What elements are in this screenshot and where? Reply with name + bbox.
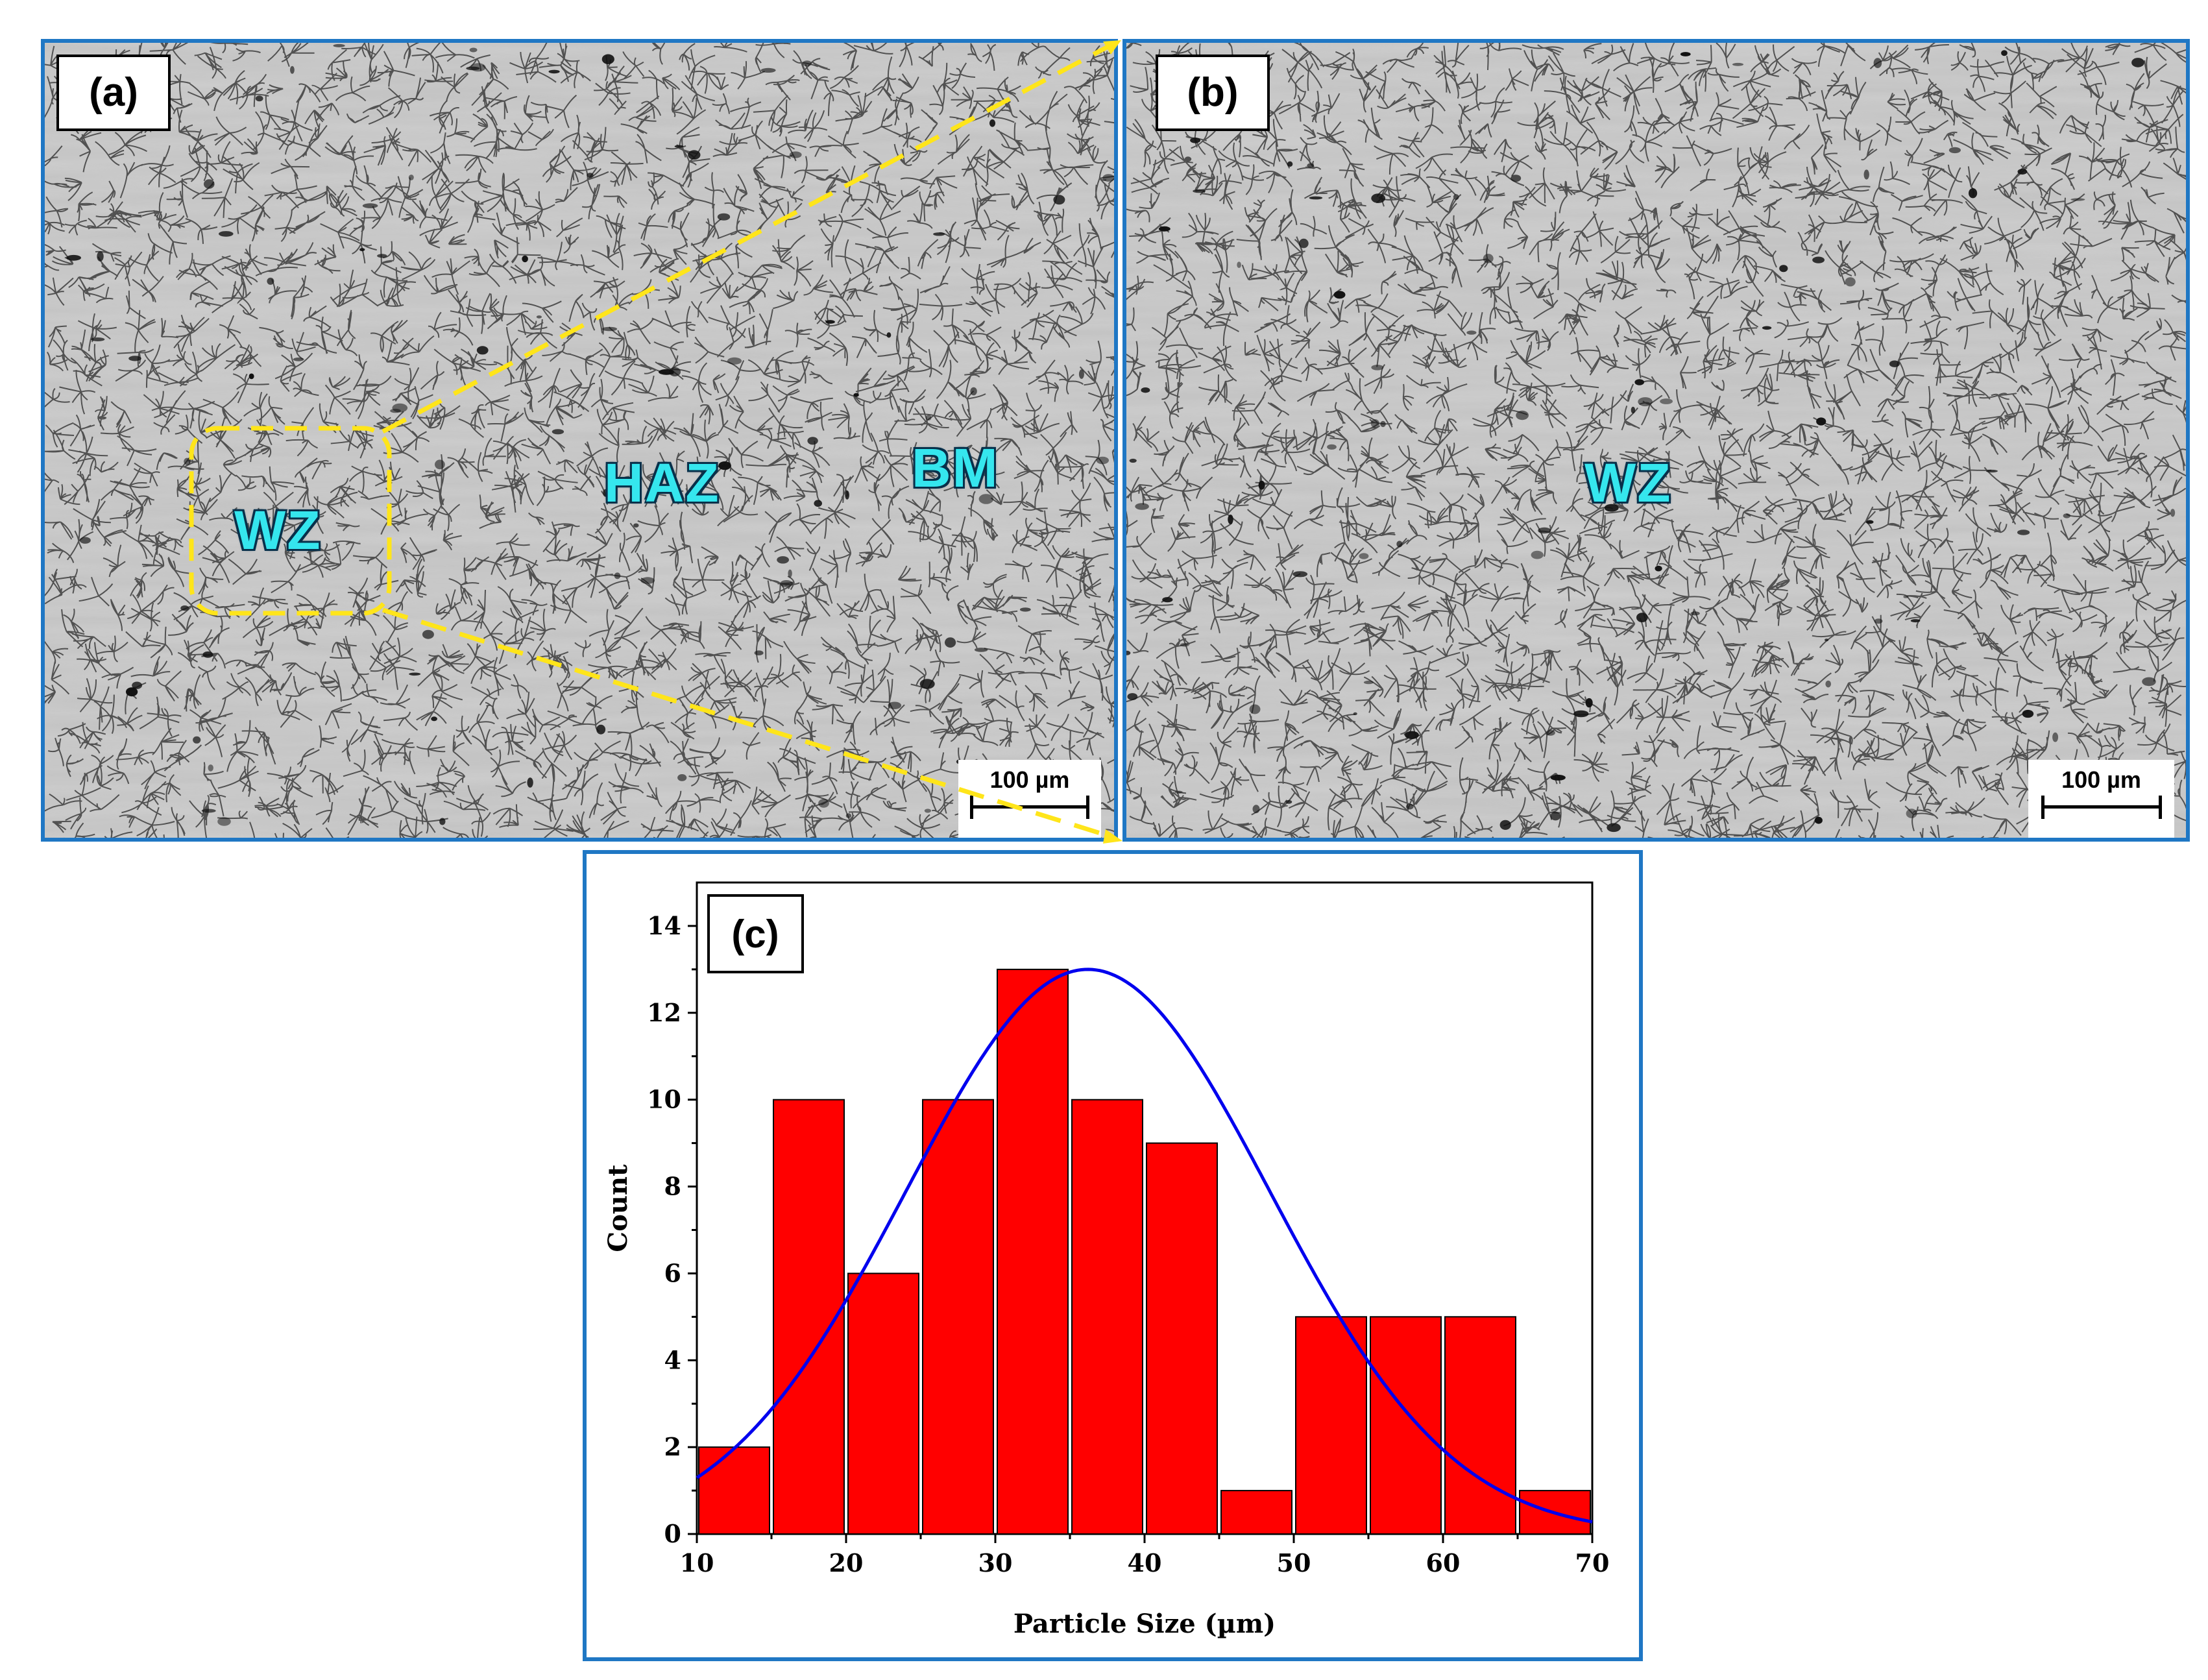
x-tick-label-40: 40 [1128,1548,1162,1577]
bar-60-65 [1444,1316,1516,1535]
y-tick-label-4: 4 [664,1345,681,1374]
bar-50-55 [1295,1316,1367,1535]
x-tick-label-50: 50 [1277,1548,1311,1577]
y-tick-label-14: 14 [647,911,681,940]
histogram-bars [698,968,1591,1535]
y-tick-label-2: 2 [664,1432,681,1461]
panel-label-b: (b) [1156,55,1270,131]
micrograph-panel-b: (b) WZ 100 µm [1122,39,2190,842]
scale-bar-line-a [971,805,1088,809]
y-tick-label-10: 10 [647,1085,681,1114]
x-tick-label-20: 20 [829,1548,864,1577]
panel-label-a: (a) [56,55,171,131]
bar-40-45 [1146,1142,1218,1535]
panel-label-c: (c) [731,912,779,956]
scale-bar-tick-b1 [2041,796,2044,819]
y-axis-label: Count [603,1164,633,1252]
scale-bar-a: 100 µm [958,760,1101,838]
x-tick-label-30: 30 [978,1548,1013,1577]
y-tick-label-6: 6 [664,1258,681,1287]
bar-35-40 [1071,1099,1143,1535]
particle-size-histogram: 10 20 30 40 50 60 70 0 2 4 6 8 10 12 14 Particle Size… [603,881,1610,1639]
scale-bar-tick-a2 [1086,796,1089,819]
y-tick-label-8: 8 [664,1172,681,1201]
zone-label-wz: WZ [234,500,322,561]
micrograph-panel-a: (a) WZ HAZ BM 100 µm [41,39,1118,842]
zone-label-wz-b: WZ [1584,452,1672,513]
scale-bar-b: 100 µm [2028,760,2174,838]
y-axis-ticks: 0 2 4 6 8 10 12 14 [647,911,697,1548]
bar-30-35 [997,968,1069,1535]
bar-25-30 [922,1099,994,1535]
y-tick-label-0: 0 [664,1519,681,1548]
x-tick-label-70: 70 [1575,1548,1610,1577]
scale-bar-tick-b2 [2159,796,2162,819]
x-axis-ticks: 10 20 30 40 50 60 70 [680,1534,1610,1577]
micrograph-streaks [1126,43,2186,838]
x-tick-label-10: 10 [680,1548,714,1577]
scale-bar-line-b [2043,805,2161,809]
bar-15-20 [773,1099,845,1535]
bar-20-25 [847,1272,919,1535]
micrograph-image-b [1126,43,2186,838]
plot-frame [696,881,1594,1535]
scale-bar-tick-a1 [970,796,973,819]
bar-10-15 [698,1446,770,1535]
zone-label-haz: HAZ [604,452,720,513]
x-axis-label: Particle Size (µm) [1013,1609,1276,1639]
x-tick-label-60: 60 [1426,1548,1461,1577]
panel-label-c-box [707,894,804,973]
scale-bar-label-a: 100 µm [989,766,1070,793]
bar-45-50 [1220,1490,1292,1535]
grain-boundary-network [1126,43,2186,838]
y-tick-label-12: 12 [647,998,681,1027]
zone-label-bm: BM [912,437,999,498]
histogram-panel-c: 10 20 30 40 50 60 70 0 2 4 6 8 10 12 14 Particle Size… [583,850,1643,1661]
normal-fit-curve [696,968,1593,1524]
bar-55-60 [1370,1316,1442,1535]
scale-bar-label-b: 100 µm [2061,766,2141,793]
